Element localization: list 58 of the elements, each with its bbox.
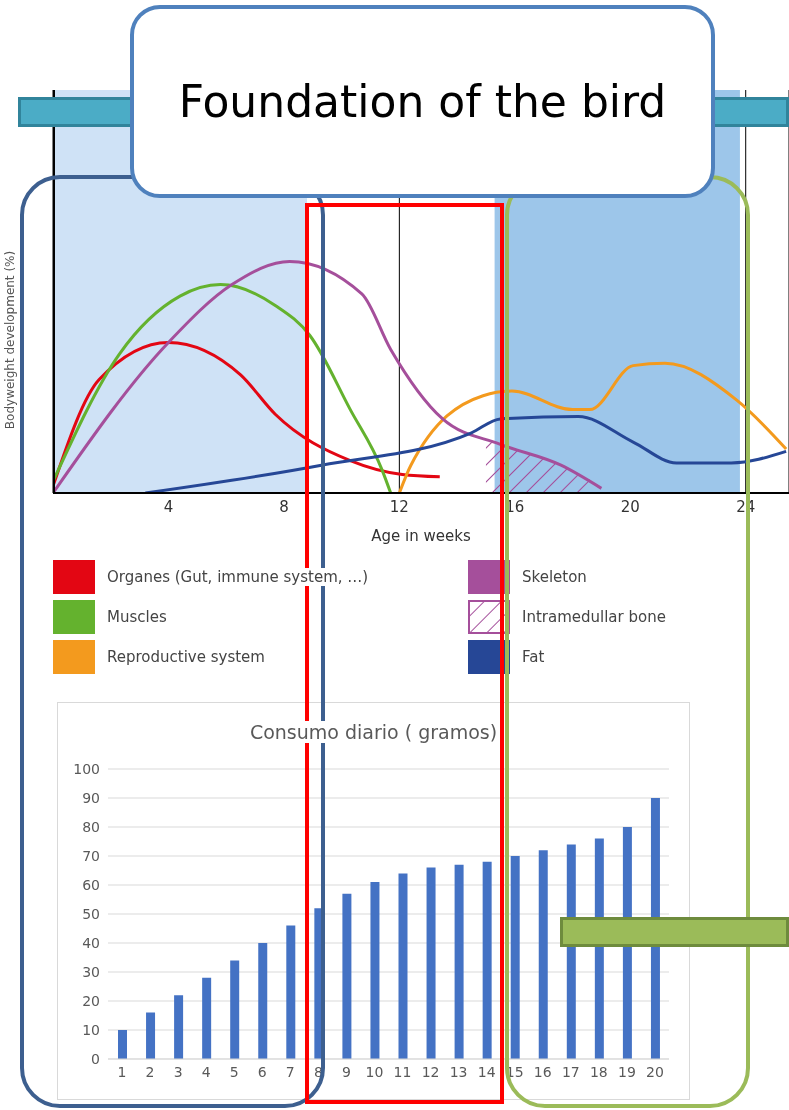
bar	[202, 977, 212, 1059]
x-tick-label: 11	[393, 1063, 412, 1080]
x-tick-label: 5	[229, 1063, 239, 1080]
y-tick-label: 40	[82, 934, 100, 951]
x-tick-label: 17	[561, 1063, 580, 1080]
bar	[482, 861, 492, 1059]
bar	[230, 960, 240, 1059]
y-tick-label: 20	[82, 992, 100, 1009]
y-tick-label: 70	[82, 847, 100, 864]
chart-title: Foundation of the bird	[130, 5, 715, 198]
legend-label: Muscles	[107, 608, 167, 626]
legend-label: Organes (Gut, immune system, …)	[107, 568, 369, 586]
y-tick-label: 90	[82, 789, 100, 806]
x-tick-label: 18	[589, 1063, 608, 1080]
y-axis-title: Bodyweight development (%)	[3, 250, 17, 430]
x-tick-label: 7	[285, 1063, 295, 1080]
x-tick-label: 2	[145, 1063, 155, 1080]
x-tick-label: 4	[163, 497, 174, 516]
x-tick-label: 4	[201, 1063, 211, 1080]
legend-label: Intramedullar bone	[522, 608, 666, 626]
chart-title: Consumo diario ( gramos)	[249, 721, 498, 743]
x-tick-label: 1	[117, 1063, 127, 1080]
bar	[286, 925, 296, 1059]
x-tick-label: 3	[173, 1063, 183, 1080]
y-tick-label: 80	[82, 818, 100, 835]
bar	[454, 864, 464, 1059]
legend-label: Reproductive system	[107, 648, 265, 666]
y-tick-label: 50	[82, 905, 100, 922]
y-tick-label: 0	[91, 1050, 100, 1067]
x-tick-label: 19	[618, 1063, 636, 1080]
bar	[370, 882, 380, 1059]
x-tick-label: 8	[279, 497, 289, 516]
x-tick-label: 20	[646, 1063, 664, 1080]
bar	[426, 867, 436, 1059]
legend-label: Skeleton	[522, 568, 587, 586]
y-tick-label: 10	[82, 1021, 100, 1038]
x-tick-label: 6	[257, 1063, 267, 1080]
x-tick-label: 12	[421, 1063, 440, 1080]
bar	[342, 893, 352, 1059]
x-tick-label: 13	[449, 1063, 468, 1080]
y-tick-label: 100	[73, 760, 100, 777]
x-tick-label: 10	[365, 1063, 384, 1080]
x-tick-label: 20	[620, 497, 640, 516]
y-tick-label: 30	[82, 963, 100, 980]
x-tick-label: 9	[341, 1063, 351, 1080]
x-tick-label: 16	[533, 1063, 552, 1080]
bar	[258, 943, 268, 1059]
legend-label: Fat	[522, 648, 545, 666]
bar	[510, 856, 520, 1059]
bar	[174, 995, 184, 1059]
y-tick-label: 60	[82, 876, 100, 893]
bar	[538, 850, 548, 1059]
x-tick-label: 14	[477, 1063, 496, 1080]
bar	[398, 873, 408, 1059]
bar	[146, 1012, 156, 1059]
bar	[118, 1030, 127, 1059]
x-tick-label: 12	[389, 497, 409, 516]
x-axis-title: Age in weeks	[371, 527, 471, 545]
